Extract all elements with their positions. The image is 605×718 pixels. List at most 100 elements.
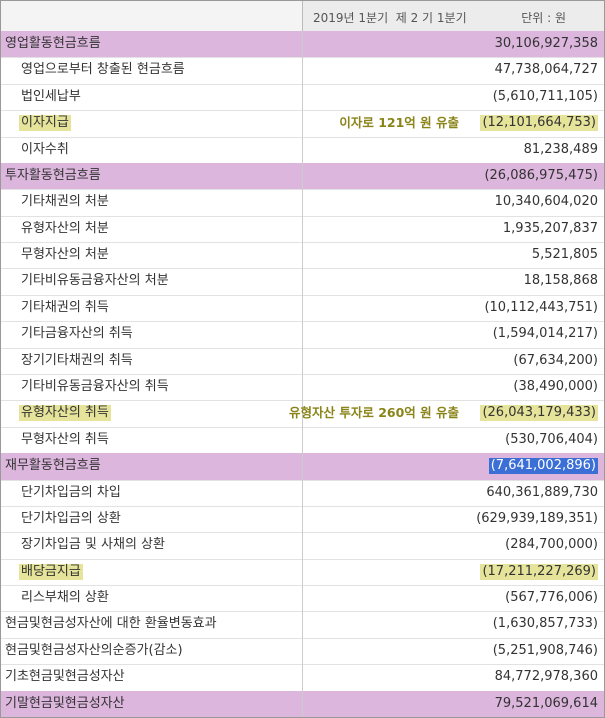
row-label: 기타채권의 처분 (21, 194, 109, 210)
column-divider (302, 57, 303, 84)
column-divider (302, 664, 303, 691)
table-row: 배당금지급 (17,211,227,269) (1, 558, 604, 587)
table-row: 단기차입금의 차입 640,361,889,730 (1, 479, 604, 507)
row-value: 10,340,604,020 (494, 194, 598, 210)
period-label: 2019년 1분기 제 2 기 1분기 (313, 11, 467, 25)
row-label: 법인세납부 (21, 88, 81, 104)
row-value: (629,939,189,351) (476, 510, 598, 526)
row-value: 81,238,489 (523, 141, 598, 157)
table-row: 기타비유동금융자산의 취득 (38,490,000) (1, 374, 604, 402)
row-label: 현금및현금성자산의순증가(감소) (5, 642, 183, 658)
table-row: 기타금융자산의 취득 (1,594,014,217) (1, 321, 604, 349)
column-divider (302, 110, 303, 137)
column-divider (302, 268, 303, 295)
column-divider (302, 637, 303, 665)
column-divider (302, 189, 303, 216)
table-row: 기타채권의 처분 10,340,604,020 (1, 189, 604, 217)
row-value: 84,772,978,360 (494, 669, 598, 685)
row-label: 영업활동현금흐름 (5, 36, 101, 51)
table-row: 현금및현금성자산의순증가(감소) (5,251,908,746) (1, 637, 604, 666)
row-value: (7,641,002,896) (488, 458, 598, 475)
table-row: 기초현금및현금성자산 84,772,978,360 (1, 664, 604, 692)
row-label: 기타금융자산의 취득 (21, 326, 133, 342)
row-label: 리스부채의 상환 (21, 590, 109, 606)
annotation: 유형자산 투자로 260억 원 유출 (288, 405, 459, 421)
row-value: 30,106,927,358 (494, 36, 598, 51)
row-value: (26,086,975,475) (484, 167, 598, 183)
row-label: 유형자산의 처분 (21, 220, 109, 236)
row-value: 47,738,064,727 (494, 62, 598, 78)
row-label: 재무활동현금흐름 (5, 458, 101, 474)
row-label: 무형자산의 처분 (21, 247, 109, 263)
row-value: 5,521,805 (531, 247, 598, 263)
row-label: 기말현금및현금성자산 (5, 695, 125, 711)
column-divider (302, 374, 303, 401)
row-label: 기타비유동금융자산의 처분 (21, 273, 169, 289)
table-row: 법인세납부 (5,610,711,105) (1, 83, 604, 112)
header-blank (1, 1, 303, 31)
table-row: 장기기타채권의 취득 (67,634,200) (1, 347, 604, 375)
row-value: (284,700,000) (505, 537, 598, 553)
table-row: 투자활동현금흐름 (26,086,975,475) (1, 162, 604, 191)
table-row: 영업으로부터 창출된 현금흐름 47,738,064,727 (1, 57, 604, 85)
row-value: (567,776,006) (505, 590, 598, 606)
row-value: (38,490,000) (513, 379, 598, 394)
row-label: 장기차입금 및 사채의 상환 (21, 537, 165, 553)
table-row: 기말현금및현금성자산 79,521,069,614 (1, 690, 604, 717)
table-row: 장기차입금 및 사채의 상환 (284,700,000) (1, 532, 604, 560)
row-value: (1,594,014,217) (492, 326, 598, 342)
row-label: 이자수취 (21, 141, 69, 157)
row-label: 단기차입금의 상환 (21, 510, 121, 526)
column-divider (302, 400, 303, 427)
column-divider (302, 611, 303, 638)
table-row: 영업활동현금흐름 30,106,927,358 (1, 31, 604, 59)
column-divider (302, 585, 303, 612)
row-label: 배당금지급 (19, 563, 83, 580)
column-divider (302, 321, 303, 348)
row-value: (5,610,711,105) (492, 88, 598, 104)
column-divider (302, 162, 303, 190)
row-label: 기타비유동금융자산의 취득 (21, 379, 169, 394)
column-divider (302, 347, 303, 374)
column-divider (302, 83, 303, 111)
table-row: 기타채권의 취득 (10,112,443,751) (1, 294, 604, 323)
table-row: 이자수취 81,238,489 (1, 136, 604, 164)
row-label: 영업으로부터 창출된 현금흐름 (21, 62, 185, 78)
unit-label: 단위 : 원 (521, 11, 566, 25)
table-row: 무형자산의 취득 (530,706,404) (1, 426, 604, 455)
table-row: 재무활동현금흐름 (7,641,002,896) (1, 453, 604, 481)
column-divider (302, 690, 303, 717)
row-value: (26,043,179,433) (480, 405, 598, 422)
column-divider (302, 242, 303, 269)
table-row: 유형자산의 처분 1,935,207,837 (1, 215, 604, 244)
row-value: 1,935,207,837 (502, 220, 598, 236)
column-divider (302, 479, 303, 506)
table-row: 리스부채의 상환 (567,776,006) (1, 585, 604, 613)
row-label: 장기기타채권의 취득 (21, 352, 133, 368)
row-label: 이자지급 (19, 115, 71, 132)
row-label: 기초현금및현금성자산 (5, 669, 125, 685)
table-row: 이자지급 이자로 121억 원 유출 (12,101,664,753) (1, 110, 604, 138)
table-row: 유형자산의 취득 유형자산 투자로 260억 원 유출 (26,043,179,43… (1, 400, 604, 428)
row-value: (1,630,857,733) (492, 616, 598, 632)
table-header: 2019년 1분기 제 2 기 1분기 단위 : 원 (1, 1, 604, 32)
column-divider (302, 426, 303, 454)
row-label: 현금및현금성자산에 대한 환율변동효과 (5, 616, 217, 632)
row-label: 기타채권의 취득 (21, 299, 109, 315)
row-value: (12,101,664,753) (480, 115, 598, 132)
row-label: 유형자산의 취득 (19, 405, 111, 422)
row-value: (5,251,908,746) (492, 642, 598, 658)
column-divider (302, 532, 303, 559)
row-label: 무형자산의 취득 (21, 431, 109, 447)
row-label: 투자활동현금흐름 (5, 167, 101, 183)
table-row: 현금및현금성자산에 대한 환율변동효과 (1,630,857,733) (1, 611, 604, 639)
row-value: (17,211,227,269) (480, 563, 598, 580)
row-value: 18,158,868 (523, 273, 598, 289)
row-value: 640,361,889,730 (486, 484, 598, 500)
column-divider (302, 505, 303, 533)
row-value: (530,706,404) (505, 431, 598, 447)
row-value: (67,634,200) (513, 352, 598, 368)
table-row: 기타비유동금융자산의 처분 18,158,868 (1, 268, 604, 296)
column-divider (302, 136, 303, 163)
